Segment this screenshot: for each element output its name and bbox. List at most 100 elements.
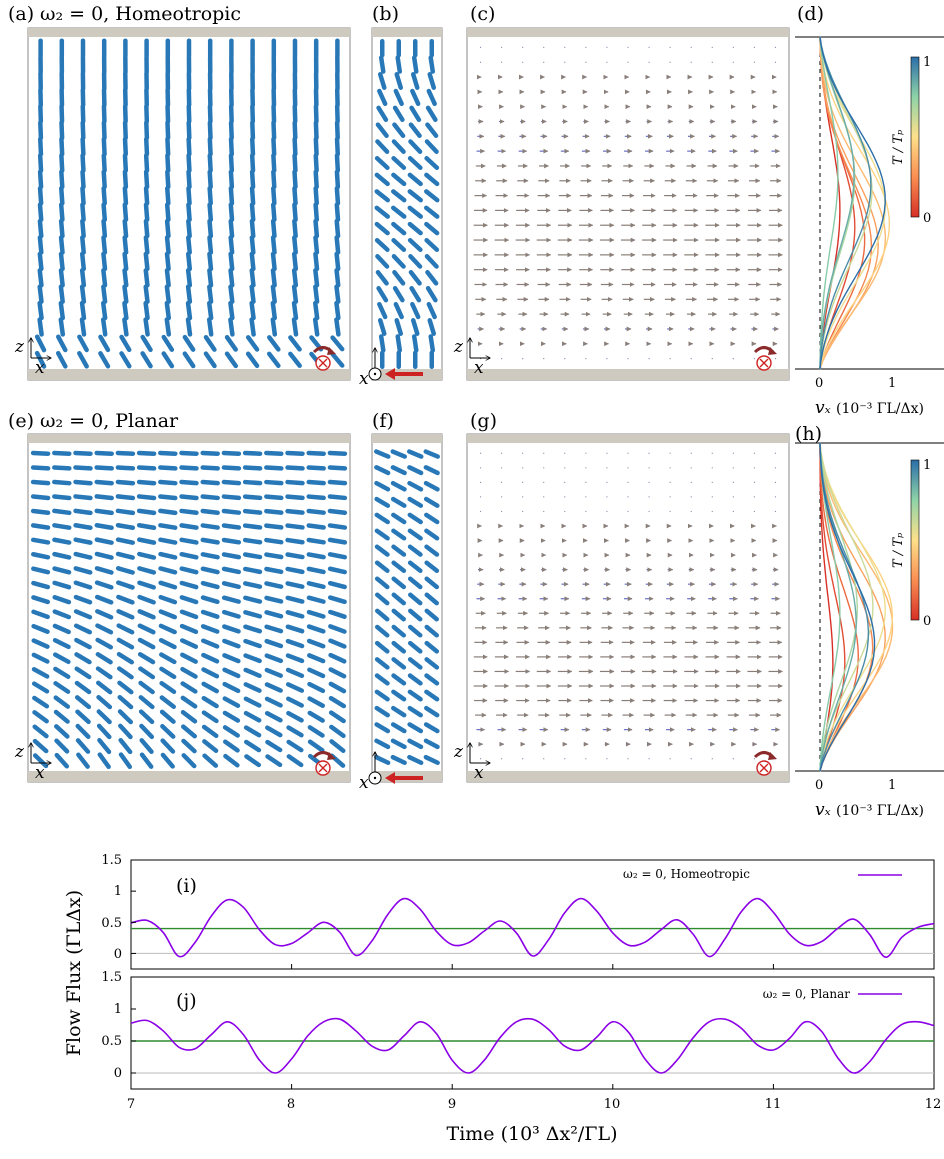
director-rod [115, 465, 136, 471]
director-rod [313, 136, 319, 157]
director-rod [390, 480, 407, 492]
velocity-dot [711, 496, 713, 498]
director-rod [185, 300, 193, 321]
director-rod [307, 667, 326, 679]
director-rod [200, 624, 220, 634]
director-rod [407, 528, 423, 541]
velocity-dot [774, 496, 777, 498]
velocity-dot [522, 510, 524, 513]
director-rod [424, 205, 440, 219]
director-rod [394, 318, 404, 336]
director-rod [37, 186, 44, 206]
director-rod [423, 722, 440, 734]
director-rod [165, 169, 171, 190]
director-rod [264, 450, 284, 456]
director-rod [37, 300, 44, 321]
director-rod [250, 120, 256, 140]
director-rod [374, 560, 390, 574]
director-rod [143, 202, 150, 222]
director-rod [180, 666, 198, 679]
director-rod [243, 581, 263, 589]
shear-arrowhead-icon [385, 772, 395, 784]
velocity-dot [669, 452, 671, 454]
director-rod [201, 638, 220, 649]
director-rod [424, 689, 440, 702]
director-rod [165, 186, 171, 206]
colorbar-label: T / Tₚ [891, 533, 906, 568]
director-rod [374, 673, 390, 686]
director-rod [375, 624, 390, 638]
director-rod [265, 739, 283, 753]
director-rod [116, 651, 135, 665]
director-rod [31, 595, 51, 605]
director-rod [222, 638, 241, 649]
director-rod [58, 268, 65, 288]
director-rod [179, 623, 199, 635]
director-rod [56, 334, 68, 353]
director-rod [32, 710, 49, 724]
director-rod [53, 666, 71, 680]
velocity-dot [501, 452, 503, 454]
director-rod [264, 653, 284, 664]
director-rod [407, 480, 424, 492]
director-rod [143, 251, 150, 272]
director-rod [334, 251, 341, 272]
velocity-dot [522, 452, 524, 454]
director-rod [207, 202, 214, 222]
director-rod [228, 268, 235, 288]
director-rod [73, 494, 93, 501]
director-rod [410, 88, 421, 107]
director-rod [391, 139, 406, 154]
velocity-dot [774, 510, 777, 513]
director-rod [73, 594, 93, 605]
director-rod [179, 523, 199, 530]
top-wall [28, 28, 350, 37]
director-rod [426, 301, 437, 320]
velocity-dot [564, 467, 566, 469]
director-rod [265, 725, 283, 738]
director-rod [221, 479, 242, 486]
director-rod [136, 508, 157, 516]
velocity-dot [732, 61, 734, 63]
director-rod [30, 479, 51, 486]
director-rod [137, 580, 156, 590]
director-rod [181, 724, 197, 739]
panel-e-title: ω₂ = 0, Planar [40, 410, 179, 432]
director-field [374, 38, 440, 370]
director-rod [391, 221, 407, 236]
plot-i-frame [130, 859, 935, 970]
velocity-field [473, 46, 783, 360]
director-rod [285, 595, 305, 604]
velocity-dot [753, 46, 756, 49]
director-rod [159, 652, 177, 665]
director-rod [94, 551, 114, 560]
director-rod [185, 317, 193, 337]
panel-g-label: (g) [470, 410, 497, 432]
panel-c: (c) [466, 3, 790, 381]
director-rod [30, 465, 51, 471]
velocity-dot [543, 452, 545, 454]
director-rod [58, 235, 65, 255]
director-rod [53, 709, 70, 724]
director-rod [30, 508, 51, 516]
cross-icon [318, 358, 328, 368]
director-rod [80, 153, 86, 173]
tick-1: 1 [888, 778, 896, 793]
director-rod [200, 450, 220, 456]
velocity-dot [543, 357, 545, 360]
director-rod [140, 351, 153, 369]
director-rod [328, 667, 347, 679]
director-rod [101, 218, 108, 239]
velocity-dot [606, 467, 608, 469]
director-rod [179, 580, 199, 590]
director-rod [374, 449, 391, 459]
director-rod [74, 695, 92, 710]
director-rod [270, 268, 277, 288]
director-rod [58, 300, 65, 321]
director-rod [31, 681, 50, 694]
velocity-dot [648, 467, 650, 469]
director-rod [428, 55, 436, 74]
director-rod [408, 270, 422, 286]
director-rod [37, 317, 44, 337]
panel-b-label: (b) [372, 3, 399, 25]
